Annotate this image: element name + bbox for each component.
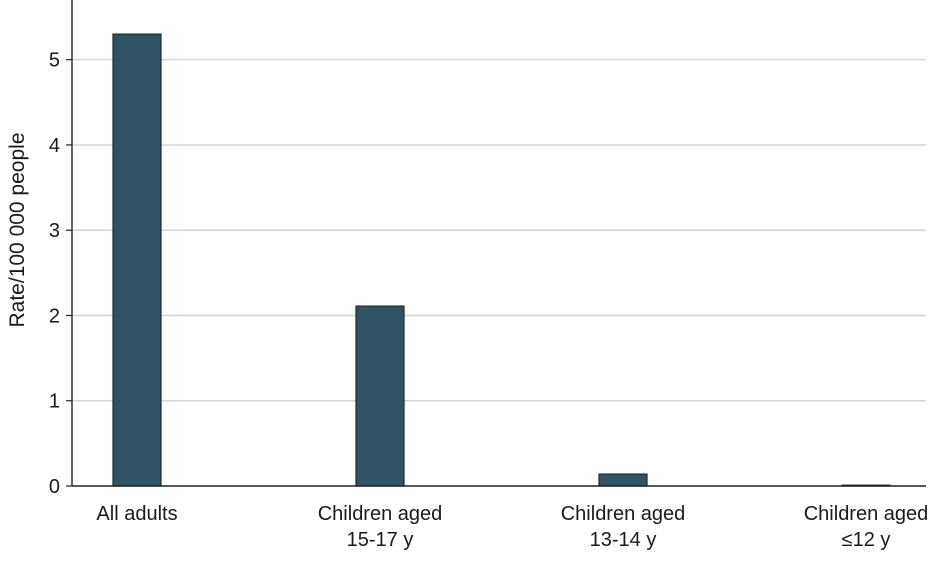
x-tick-label: All adults — [96, 503, 177, 525]
y-tick-label: 2 — [49, 305, 60, 327]
x-tick-label-line: Children aged — [561, 503, 686, 525]
y-tick-label: 3 — [49, 220, 60, 242]
x-tick-label-line: Children aged — [318, 503, 443, 525]
bars — [112, 33, 891, 487]
y-tick-labels: 0 1 2 3 4 5 — [49, 50, 72, 498]
x-tick-label-line: ≤12 y — [842, 529, 891, 551]
x-tick-label-line: Children aged — [804, 503, 929, 525]
bar — [355, 305, 405, 487]
x-tick-label: Children aged 13-14 y — [561, 503, 686, 551]
axes — [71, 0, 926, 487]
y-tick-label: 0 — [49, 476, 60, 498]
x-tick-label: Children aged 15-17 y — [318, 503, 443, 551]
grid-lines — [72, 58, 926, 402]
x-tick-label-line: All adults — [96, 503, 177, 525]
bar — [598, 473, 648, 487]
y-axis-title: Rate/100 000 people — [6, 133, 29, 328]
y-tick-label: 4 — [49, 135, 60, 157]
x-tick-label-line: 13-14 y — [590, 529, 657, 551]
bar — [112, 33, 162, 487]
x-tick-label-line: 15-17 y — [347, 529, 414, 551]
y-tick-label: 5 — [49, 50, 60, 72]
y-tick-label: 1 — [49, 391, 60, 413]
x-tick-label: Children aged ≤12 y — [804, 503, 929, 551]
